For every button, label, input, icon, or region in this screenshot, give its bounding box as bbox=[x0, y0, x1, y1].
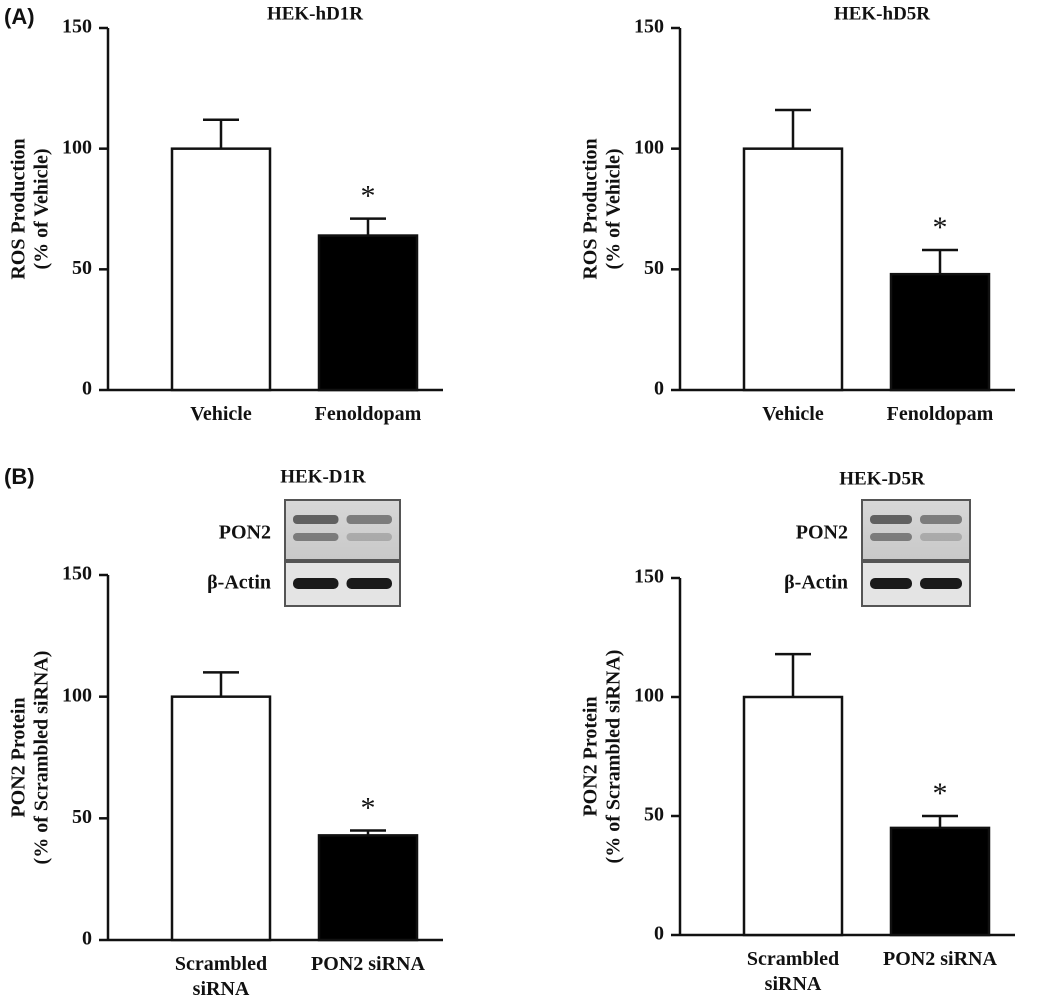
x-tick-label: Vehicle bbox=[762, 403, 824, 425]
chart-title: HEK-D1R bbox=[280, 466, 366, 487]
y-tick-label: 50 bbox=[72, 257, 92, 279]
blot-frame bbox=[284, 499, 401, 561]
y-tick-label: 100 bbox=[634, 136, 664, 158]
panel-label: (B) bbox=[4, 464, 35, 489]
x-tick-label: Scrambled siRNA bbox=[746, 948, 840, 995]
bar bbox=[742, 147, 844, 392]
blot-band bbox=[920, 515, 962, 524]
bar bbox=[317, 234, 419, 392]
blot-label: β-Actin bbox=[207, 572, 271, 594]
x-label-box: Scrambled siRNA bbox=[746, 948, 840, 995]
x-label-box: Fenoldopam bbox=[314, 403, 422, 425]
x-tick-label: Fenoldopam bbox=[314, 403, 422, 425]
error-bar bbox=[350, 217, 386, 236]
y-tick-label: 150 bbox=[634, 566, 664, 588]
error-bar bbox=[203, 671, 239, 697]
error-bar bbox=[775, 652, 811, 697]
x-tick-label: Scrambled siRNA bbox=[174, 953, 268, 1000]
y-axis-label-line: PON2 Protein bbox=[580, 696, 602, 816]
y-tick-label: 50 bbox=[72, 806, 92, 828]
bar bbox=[742, 695, 844, 937]
y-tick-label: 100 bbox=[62, 684, 92, 706]
y-axis-label-line: ROS Production bbox=[580, 138, 602, 279]
significance-mark: * bbox=[933, 777, 948, 810]
significance-mark: * bbox=[933, 211, 948, 244]
blot-band bbox=[346, 578, 392, 589]
blot-band bbox=[346, 515, 392, 524]
blot-label: PON2 bbox=[219, 522, 271, 544]
x-label-box: Fenoldopam bbox=[886, 403, 994, 425]
y-axis-label: ROS Production (% of Vehicle) bbox=[8, 138, 53, 279]
y-axis-label-line: (% of Scrambled siRNA) bbox=[603, 650, 625, 864]
error-bar bbox=[775, 108, 811, 149]
y-axis-label-line: (% of Vehicle) bbox=[31, 148, 53, 269]
y-tick-label: 150 bbox=[62, 16, 92, 38]
error-bar bbox=[350, 829, 386, 836]
y-tick-label: 0 bbox=[654, 923, 664, 945]
y-axis-label-line: PON2 Protein bbox=[8, 697, 30, 817]
blot-band bbox=[870, 533, 912, 541]
significance-mark: * bbox=[361, 180, 376, 213]
y-axis-label-line: (% of Scrambled siRNA) bbox=[31, 651, 53, 865]
x-tick-label: Fenoldopam bbox=[886, 403, 994, 425]
blot-label: β-Actin bbox=[784, 572, 848, 594]
y-axis-label: ROS Production (% of Vehicle) bbox=[580, 138, 625, 279]
x-label-box: Vehicle bbox=[190, 403, 252, 425]
y-tick-label: 0 bbox=[82, 378, 92, 400]
blot-band bbox=[293, 578, 339, 589]
chart-title: HEK-D5R bbox=[839, 468, 925, 489]
error-bar bbox=[922, 814, 958, 828]
y-tick-label: 100 bbox=[62, 136, 92, 158]
y-tick-label: 100 bbox=[634, 685, 664, 707]
bar bbox=[889, 272, 991, 392]
bar bbox=[889, 826, 991, 937]
blot-band bbox=[920, 578, 962, 589]
blot-band bbox=[870, 578, 912, 589]
y-tick-label: 0 bbox=[654, 378, 664, 400]
significance-mark: * bbox=[361, 791, 376, 824]
y-axis-label: PON2 Protein (% of Scrambled siRNA) bbox=[580, 650, 625, 864]
x-label-box: PON2 siRNA bbox=[311, 953, 425, 975]
blot-band bbox=[870, 515, 912, 524]
x-label-box: Vehicle bbox=[762, 403, 824, 425]
blot-band bbox=[293, 533, 339, 541]
y-tick-label: 150 bbox=[634, 16, 664, 38]
bar bbox=[170, 695, 272, 942]
x-tick-label: Vehicle bbox=[190, 403, 252, 425]
x-label-box: Scrambled siRNA bbox=[174, 953, 268, 1000]
error-bar bbox=[203, 118, 239, 149]
bar bbox=[317, 834, 419, 942]
y-tick-label: 150 bbox=[62, 563, 92, 585]
x-label-box: PON2 siRNA bbox=[883, 948, 997, 970]
panel-label: (A) bbox=[4, 4, 35, 29]
x-tick-label: PON2 siRNA bbox=[883, 948, 997, 970]
y-axis-label: PON2 Protein (% of Scrambled siRNA) bbox=[8, 651, 53, 865]
blot-band bbox=[293, 515, 339, 524]
error-bar bbox=[922, 248, 958, 275]
blot-label: PON2 bbox=[796, 522, 848, 544]
blot-band bbox=[920, 533, 962, 541]
y-tick-label: 0 bbox=[82, 928, 92, 950]
y-tick-label: 50 bbox=[644, 804, 664, 826]
blot-band bbox=[346, 533, 392, 541]
y-tick-label: 50 bbox=[644, 257, 664, 279]
x-tick-label: PON2 siRNA bbox=[311, 953, 425, 975]
chart-title: HEK-hD1R bbox=[267, 3, 363, 24]
bar bbox=[170, 147, 272, 392]
y-axis-label-line: ROS Production bbox=[8, 138, 30, 279]
blot-frame bbox=[861, 499, 971, 561]
y-axis-label-line: (% of Vehicle) bbox=[603, 148, 625, 269]
chart-title: HEK-hD5R bbox=[834, 3, 930, 24]
